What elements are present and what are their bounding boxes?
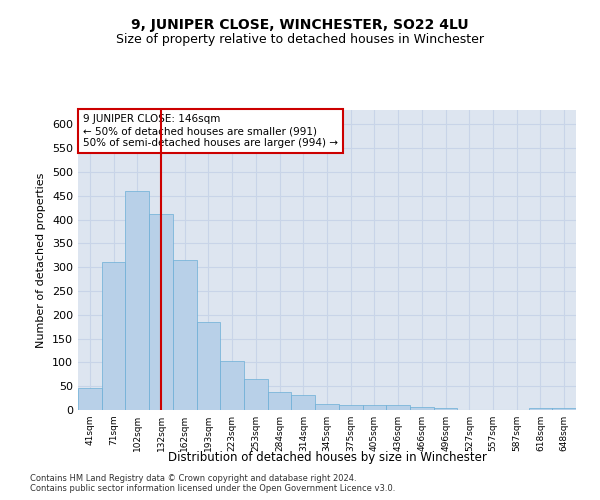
Bar [315, 404, 339, 410]
Text: Size of property relative to detached houses in Winchester: Size of property relative to detached ho… [116, 32, 484, 46]
Bar [292, 395, 315, 410]
Bar [552, 408, 576, 410]
Text: 9 JUNIPER CLOSE: 146sqm
← 50% of detached houses are smaller (991)
50% of semi-d: 9 JUNIPER CLOSE: 146sqm ← 50% of detache… [83, 114, 338, 148]
Bar [78, 388, 102, 410]
Bar [244, 379, 268, 410]
Bar [220, 361, 244, 410]
Bar [125, 191, 149, 410]
Text: Distribution of detached houses by size in Winchester: Distribution of detached houses by size … [167, 451, 487, 464]
Y-axis label: Number of detached properties: Number of detached properties [37, 172, 46, 348]
Bar [529, 408, 552, 410]
Bar [362, 405, 386, 410]
Bar [410, 406, 434, 410]
Bar [197, 322, 220, 410]
Bar [339, 405, 362, 410]
Bar [268, 392, 292, 410]
Bar [434, 408, 457, 410]
Bar [386, 405, 410, 410]
Bar [173, 260, 197, 410]
Bar [102, 262, 125, 410]
Text: 9, JUNIPER CLOSE, WINCHESTER, SO22 4LU: 9, JUNIPER CLOSE, WINCHESTER, SO22 4LU [131, 18, 469, 32]
Text: Contains HM Land Registry data © Crown copyright and database right 2024.: Contains HM Land Registry data © Crown c… [30, 474, 356, 483]
Bar [149, 214, 173, 410]
Text: Contains public sector information licensed under the Open Government Licence v3: Contains public sector information licen… [30, 484, 395, 493]
